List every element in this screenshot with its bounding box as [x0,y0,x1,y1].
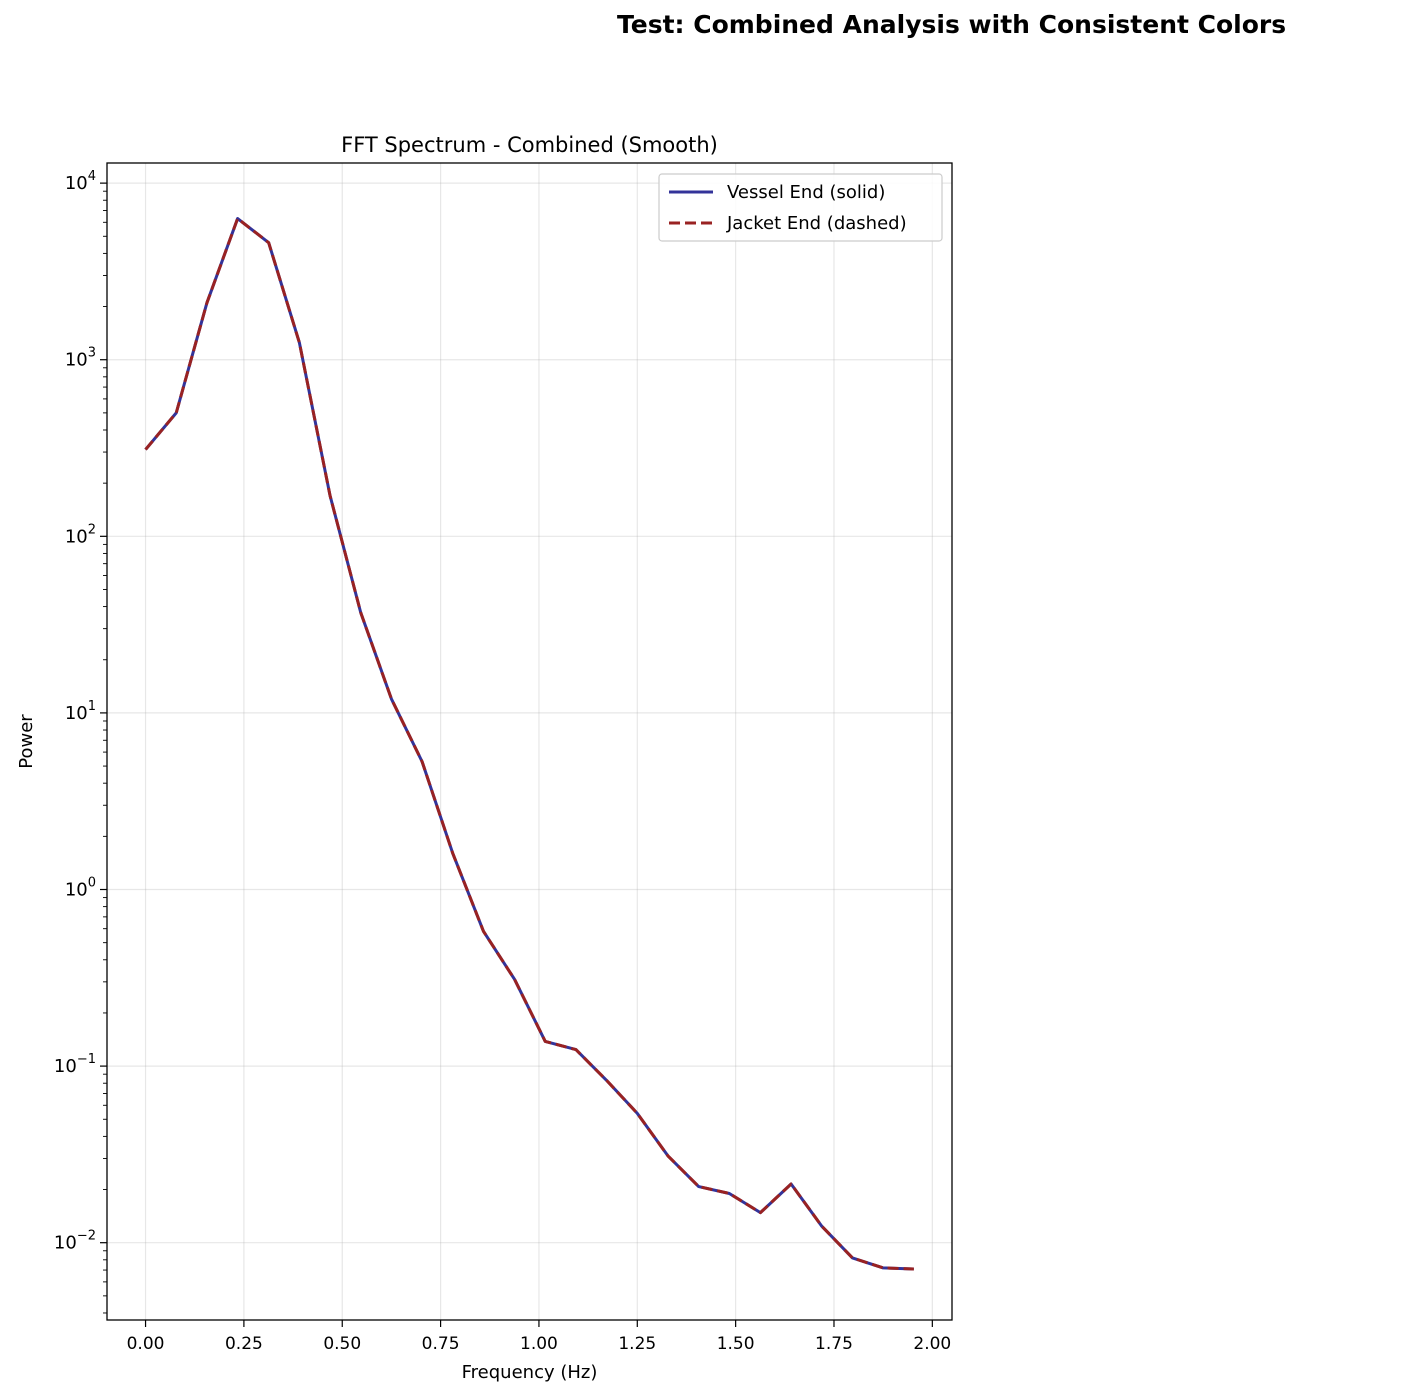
y-tick-base: 10 [65,703,88,724]
y-tick-base: 10 [65,526,88,547]
grid [107,163,952,1320]
y-tick-label: 10−2 [54,1229,96,1254]
y-tick-exponent: 3 [88,346,96,361]
y-tick-label: 103 [65,346,96,371]
y-tick-base: 10 [65,350,88,371]
legend-label: Jacket End (dashed) [726,213,907,234]
y-tick-exponent: 2 [88,522,96,537]
x-tick-label: 1.50 [717,1334,755,1354]
x-tick-label: 1.00 [520,1334,558,1354]
legend-box [658,173,943,242]
x-axis: 0.00 0.25 0.50 0.75 1.00 1.25 1.50 1.75 2.00 [127,1320,951,1354]
x-tick-label: 1.75 [815,1334,853,1354]
y-tick-exponent: 1 [88,699,96,714]
y-tick-label: 10−1 [54,1052,96,1077]
legend: Vessel End (solid) Jacket End (dashed) [658,173,943,242]
y-tick-label: 104 [65,169,96,194]
y-tick-label: 100 [65,876,96,901]
y-tick-base: 10 [54,1233,77,1254]
x-axis-label: Frequency (Hz) [462,1362,598,1383]
plot-frame [106,162,953,1321]
series-line-jacket-end [144,217,914,1271]
y-tick-base: 10 [65,880,88,901]
x-tick-label: 1.25 [618,1334,656,1354]
y-tick-base: 10 [54,1056,77,1077]
x-tick-label: 0.75 [422,1334,460,1354]
x-tick-label: 0.50 [323,1334,361,1354]
y-axis-label: Power [16,714,37,769]
figure-suptitle: Test: Combined Analysis with Consistent … [617,10,1287,39]
x-tick-label: 0.25 [225,1334,263,1354]
x-tick-label: 2.00 [913,1334,951,1354]
chart-title: FFT Spectrum - Combined (Smooth) [341,133,718,157]
y-tick-base: 10 [65,173,88,194]
series-layer [144,217,914,1271]
y-tick-exponent: −2 [77,1229,96,1244]
y-tick-label: 101 [65,699,96,724]
series-line-vessel-end [144,217,914,1271]
legend-label: Vessel End (solid) [727,182,885,203]
y-tick-label: 102 [65,522,96,547]
y-tick-exponent: 4 [88,169,96,184]
y-tick-exponent: −1 [77,1052,96,1067]
y-tick-exponent: 0 [88,876,96,891]
x-tick-label: 0.00 [127,1334,165,1354]
